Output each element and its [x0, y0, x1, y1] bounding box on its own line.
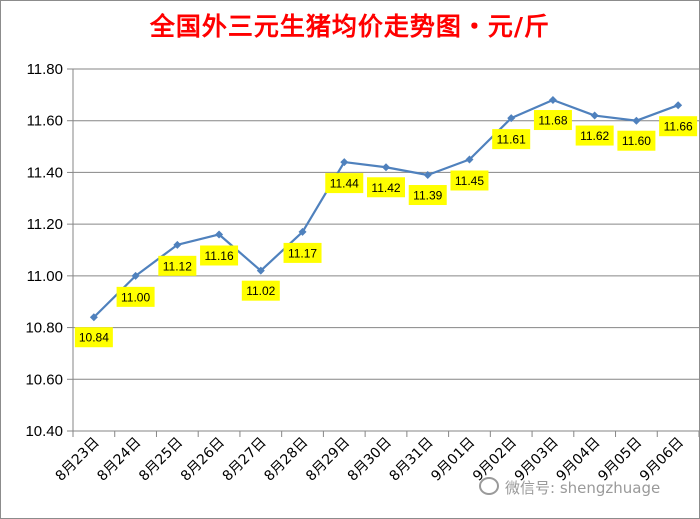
x-tick-label: 8月26日	[178, 435, 228, 485]
wechat-icon	[479, 477, 499, 495]
data-label: 11.68	[538, 114, 567, 128]
y-tick-label: 10.60	[25, 371, 63, 388]
data-point	[382, 163, 390, 172]
data-point	[131, 271, 140, 280]
data-label: 11.39	[413, 189, 442, 203]
data-point	[548, 96, 557, 105]
y-tick-label: 10.40	[25, 423, 63, 440]
data-label-bg	[200, 245, 239, 266]
data-label: 11.00	[121, 290, 150, 304]
x-tick-label: 8月24日	[94, 435, 144, 485]
data-label-bg	[575, 125, 614, 146]
x-tick-label: 8月28日	[261, 435, 311, 485]
data-point	[173, 240, 182, 249]
data-label-bg	[283, 242, 322, 263]
data-label-bg	[659, 116, 698, 137]
y-tick-label: 11.80	[27, 61, 63, 78]
data-point	[215, 230, 224, 239]
y-tick-label: 10.80	[25, 320, 63, 337]
data-label-bg	[116, 286, 155, 307]
data-label: 11.12	[163, 259, 192, 273]
x-tick-label: 8月25日	[136, 435, 186, 485]
watermark: 微信号: shengzhuage	[479, 477, 660, 498]
data-point	[465, 155, 474, 164]
data-label: 11.60	[622, 134, 651, 148]
data-label-bg	[241, 280, 280, 301]
data-label: 11.42	[371, 181, 400, 195]
data-label-bg	[325, 173, 364, 194]
data-label: 11.45	[455, 174, 484, 188]
data-label: 11.61	[497, 133, 526, 147]
data-point	[298, 227, 307, 236]
y-tick-label: 11.40	[27, 164, 63, 181]
data-label: 11.66	[664, 120, 693, 134]
x-tick-label: 8月27日	[220, 435, 270, 485]
data-label-bg	[408, 185, 447, 206]
data-label-bg	[450, 170, 489, 191]
data-label-bg	[74, 327, 113, 348]
data-label-bg	[492, 129, 531, 150]
data-label: 10.84	[79, 331, 109, 345]
x-tick-label: 8月23日	[53, 435, 103, 485]
data-label-bg	[367, 177, 405, 198]
y-tick-label: 11.60	[27, 113, 63, 130]
y-tick-label: 11.00	[27, 268, 63, 285]
data-point	[507, 114, 516, 123]
data-label: 11.62	[580, 129, 609, 143]
y-tick-label: 11.20	[27, 216, 63, 233]
x-tick-label: 8月30日	[345, 435, 395, 485]
data-point	[632, 116, 641, 125]
chart-title: 全国外三元生猪均价走势图・元/斤	[149, 12, 551, 41]
data-label: 11.17	[288, 246, 317, 260]
data-point	[340, 158, 349, 167]
data-label-bg	[617, 130, 656, 151]
data-point	[423, 171, 432, 180]
watermark-text: 微信号: shengzhuage	[505, 479, 661, 497]
data-label-bg	[533, 110, 572, 131]
data-point	[590, 111, 599, 120]
data-label: 11.44	[330, 177, 359, 191]
x-tick-label: 8月31日	[387, 435, 437, 485]
data-label: 11.02	[246, 284, 275, 298]
data-point	[89, 313, 98, 322]
data-point	[256, 266, 265, 275]
x-tick-label: 8月29日	[303, 435, 353, 485]
x-tick-label: 9月01日	[428, 435, 478, 485]
data-point	[674, 101, 683, 110]
data-label: 11.16	[204, 249, 233, 263]
data-label-bg	[158, 255, 197, 276]
